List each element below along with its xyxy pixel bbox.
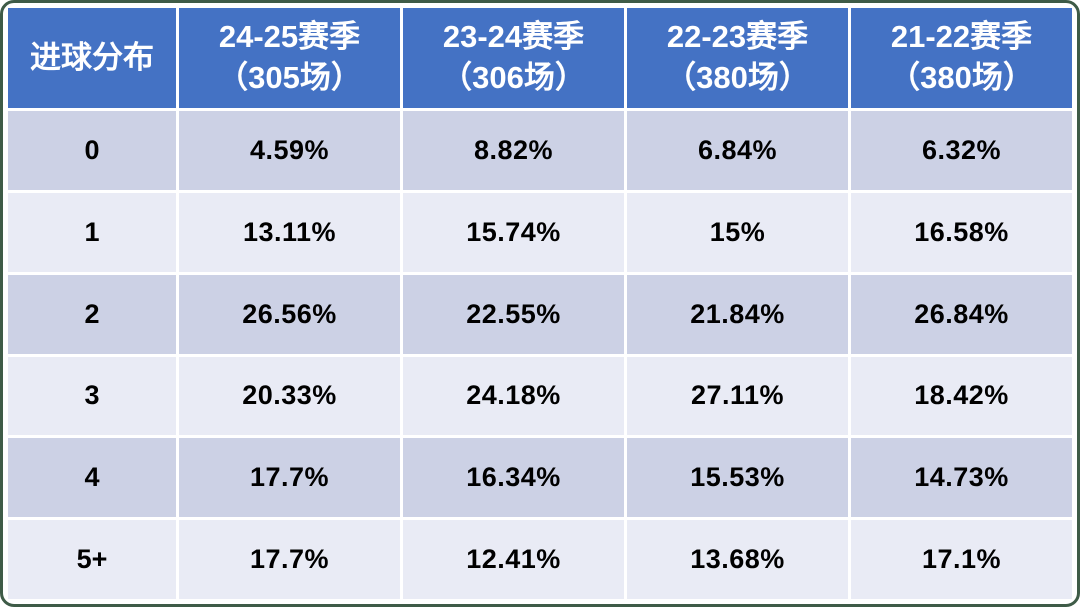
value-cell: 17.7% (179, 438, 400, 518)
value-cell: 8.82% (403, 111, 624, 190)
goals-cell-4: 4 (8, 438, 176, 518)
value-cell: 27.11% (627, 356, 848, 436)
value-cell: 6.32% (851, 111, 1072, 190)
value-cell: 26.84% (851, 274, 1072, 354)
value-cell: 22.55% (403, 274, 624, 354)
match-count-label: （306场） (441, 60, 586, 95)
corner-label: 进球分布 (30, 39, 154, 75)
value-cell: 17.1% (851, 520, 1072, 599)
goals-cell-0: 0 (8, 111, 176, 190)
value-cell: 14.73% (851, 438, 1072, 518)
column-header-season-23-24: 23-24赛季 （306场） (403, 8, 624, 108)
goals-cell-2: 2 (8, 274, 176, 354)
value-cell: 24.18% (403, 356, 624, 436)
goals-cell-1: 1 (8, 192, 176, 272)
value-cell: 15.74% (403, 192, 624, 272)
value-cell: 13.11% (179, 192, 400, 272)
goals-cell-3: 3 (8, 356, 176, 436)
table-corner-header: 进球分布 (8, 8, 176, 108)
season-label: 24-25赛季 (218, 19, 361, 55)
value-cell: 16.34% (403, 438, 624, 518)
column-header-season-21-22: 21-22赛季 （380场） (851, 8, 1072, 108)
season-label: 23-24赛季 (442, 19, 585, 55)
value-cell: 16.58% (851, 192, 1072, 272)
season-label: 22-23赛季 (666, 19, 809, 55)
value-cell: 6.84% (627, 111, 848, 190)
season-label: 21-22赛季 (890, 19, 1033, 55)
value-cell: 17.7% (179, 520, 400, 599)
value-cell: 15.53% (627, 438, 848, 518)
value-cell: 12.41% (403, 520, 624, 599)
value-cell: 18.42% (851, 356, 1072, 436)
value-cell: 20.33% (179, 356, 400, 436)
column-header-season-22-23: 22-23赛季 （380场） (627, 8, 848, 108)
value-cell: 26.56% (179, 274, 400, 354)
value-cell: 21.84% (627, 274, 848, 354)
match-count-label: （380场） (889, 60, 1034, 95)
match-count-label: （305场） (217, 60, 362, 95)
table-grid: 进球分布 24-25赛季 （305场） 23-24赛季 （306场） 22-23… (8, 8, 1072, 599)
goals-cell-5plus: 5+ (8, 520, 176, 599)
column-header-season-24-25: 24-25赛季 （305场） (179, 8, 400, 108)
value-cell: 15% (627, 192, 848, 272)
match-count-label: （380场） (665, 60, 810, 95)
value-cell: 13.68% (627, 520, 848, 599)
value-cell: 4.59% (179, 111, 400, 190)
